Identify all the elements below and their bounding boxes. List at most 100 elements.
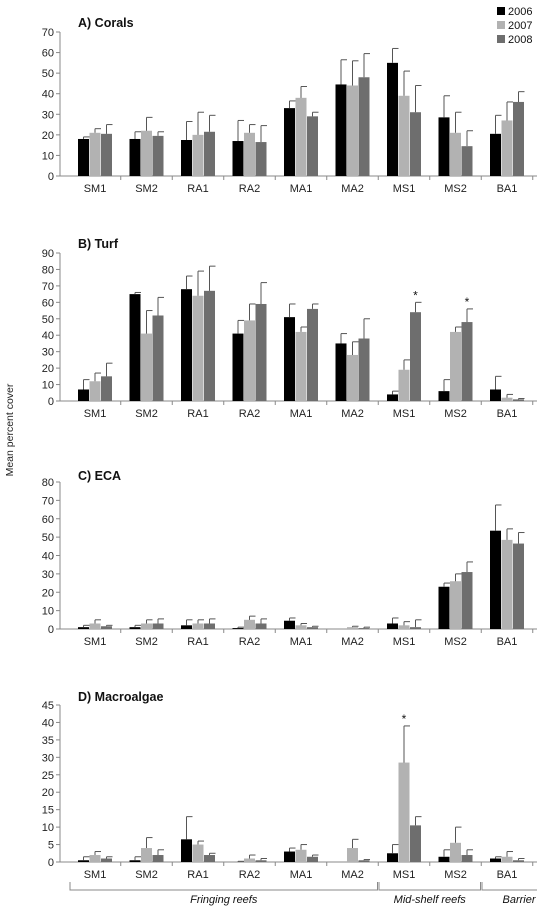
- chart-panel-4: D) Macroalgae 0 5 10 15 20 25 30 35 40 45 SM1 SM2 RA1…: [42, 690, 537, 881]
- legend-swatch-2007: [497, 21, 505, 29]
- y-tick-label: 60: [42, 48, 54, 60]
- x-tick-label: RA1: [187, 183, 208, 195]
- y-tick-label: 50: [42, 68, 54, 80]
- y-tick-label: 40: [42, 330, 54, 342]
- x-tick-label: RA2: [239, 869, 260, 881]
- legend-swatch-2008: [497, 35, 505, 43]
- y-tick-label: 15: [42, 805, 54, 817]
- y-tick-label: 70: [42, 27, 54, 39]
- bar-2008-SM2: [152, 623, 164, 629]
- bar-2006-MS1: [387, 853, 398, 862]
- y-tick-label: 70: [42, 281, 54, 293]
- bar-2008-BA1: [513, 101, 524, 176]
- x-tick-label: BA1: [497, 869, 518, 881]
- bar-2007-MA1: [295, 97, 307, 176]
- panel-title: A) Corals: [78, 16, 134, 30]
- bar-2007-MA1: [295, 331, 307, 401]
- x-tick-label: SM1: [84, 183, 107, 195]
- x-tick-label: MA2: [341, 869, 364, 881]
- bar-2006-MA1: [284, 620, 295, 629]
- bar-2006-RA1: [181, 289, 192, 401]
- y-tick-label: 0: [48, 857, 54, 869]
- bar-2008-RA1: [204, 131, 215, 176]
- bar-2006-RA1: [181, 839, 192, 862]
- x-tick-label: MS2: [444, 869, 467, 881]
- bar-2006-MA2: [335, 343, 347, 401]
- bar-2006-RA1: [181, 140, 192, 176]
- x-tick-label: SM1: [84, 408, 107, 420]
- legend-label-2008: 2008: [508, 34, 532, 46]
- bar-2007-SM2: [141, 623, 152, 629]
- bar-2007-MA2: [347, 848, 358, 862]
- bar-2007-RA1: [192, 295, 204, 401]
- bar-2007-RA1: [192, 623, 204, 629]
- y-tick-label: 10: [42, 822, 54, 834]
- x-tick-label: MS2: [444, 408, 467, 420]
- y-tick-label: 30: [42, 752, 54, 764]
- bar-2006-BA1: [490, 133, 501, 176]
- group-bracket-1: [378, 882, 481, 891]
- y-tick-label: 80: [42, 477, 54, 489]
- bar-2006-BA1: [490, 858, 501, 862]
- bar-2008-BA1: [513, 399, 524, 401]
- y-tick-label: 30: [42, 347, 54, 359]
- bar-2007-RA2: [244, 132, 255, 176]
- y-tick-label: 40: [42, 717, 54, 729]
- bar-2008-RA2: [255, 623, 267, 629]
- bar-2008-BA1: [513, 860, 524, 862]
- bar-2007-RA2: [244, 320, 255, 401]
- x-tick-label: MA1: [290, 869, 313, 881]
- bar-2008-RA1: [204, 855, 215, 862]
- x-tick-label: RA2: [239, 636, 260, 648]
- bar-2007-MS2: [450, 842, 461, 862]
- bar-2007-MS2: [450, 581, 461, 629]
- bar-2006-MS2: [438, 391, 450, 401]
- y-tick-label: 0: [48, 171, 54, 183]
- bar-2006-MS2: [438, 117, 450, 176]
- x-tick-label: MS2: [444, 636, 467, 648]
- x-tick-label: MS2: [444, 183, 467, 195]
- bar-2006-MS1: [387, 623, 398, 629]
- bar-2008-MA2: [358, 77, 370, 176]
- bar-2006-RA2: [232, 333, 244, 401]
- significance-marker: *: [413, 288, 418, 302]
- x-tick-label: RA2: [239, 408, 260, 420]
- y-tick-label: 50: [42, 532, 54, 544]
- y-tick-label: 30: [42, 109, 54, 121]
- bar-2008-MS2: [461, 572, 473, 629]
- x-tick-label: MS1: [393, 408, 416, 420]
- bar-2008-BA1: [513, 543, 524, 629]
- bar-2007-MS2: [450, 132, 461, 176]
- x-tick-label: MA1: [290, 636, 313, 648]
- bar-2008-MA2: [358, 338, 370, 401]
- y-tick-label: 0: [48, 396, 54, 408]
- y-tick-label: 20: [42, 587, 54, 599]
- bar-2007-MA2: [347, 627, 358, 629]
- bar-2008-MS2: [461, 146, 473, 176]
- bar-2008-RA1: [204, 623, 215, 629]
- bar-2008-SM2: [152, 855, 164, 862]
- chart-panel-3: C) ECA 0 10 20 30 40 50 60 70 80 SM1 SM2 RA1 RA2 MA1 MA…: [42, 469, 537, 648]
- group-bracket-2: [481, 882, 537, 891]
- y-tick-label: 0: [48, 624, 54, 636]
- bar-2007-SM1: [89, 381, 101, 401]
- group-bracket-0: [69, 882, 378, 891]
- bar-2006-SM1: [78, 860, 89, 862]
- bar-2008-SM1: [101, 133, 112, 176]
- bar-2007-BA1: [501, 539, 513, 629]
- bar-2007-MA1: [295, 625, 307, 629]
- bar-2008-MS1: [410, 112, 421, 176]
- bar-2006-RA2: [232, 628, 244, 629]
- bar-2006-MA2: [335, 84, 347, 176]
- y-tick-label: 90: [42, 248, 54, 260]
- bar-2007-MS2: [450, 331, 461, 401]
- reef-group-labels: Fringing reefs Mid-shelf reefs Barrier ree…: [69, 882, 537, 906]
- bar-2008-MA1: [307, 627, 318, 629]
- y-tick-label: 70: [42, 495, 54, 507]
- bar-2006-MA1: [284, 851, 295, 862]
- bar-2006-BA1: [490, 530, 501, 629]
- group-label-2: Barrier reefs: [502, 894, 537, 906]
- significance-marker: *: [402, 712, 407, 726]
- y-axis-label: Mean percent cover: [4, 383, 16, 476]
